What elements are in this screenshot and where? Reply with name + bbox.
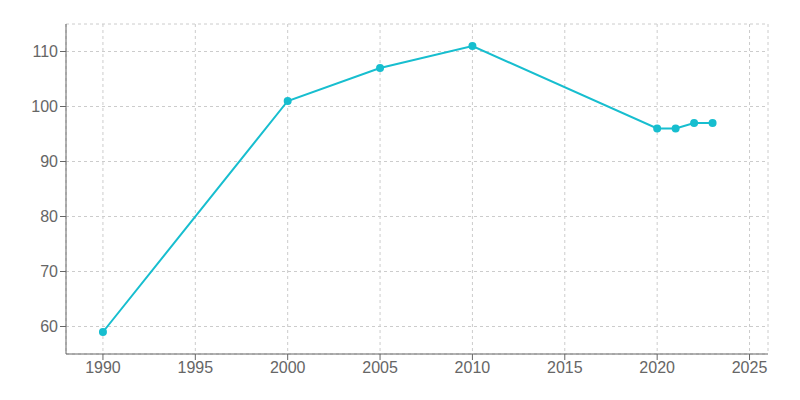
svg-text:2020: 2020 xyxy=(639,359,675,376)
svg-text:2015: 2015 xyxy=(547,359,583,376)
svg-text:110: 110 xyxy=(32,43,58,60)
svg-text:80: 80 xyxy=(40,208,58,225)
svg-text:1995: 1995 xyxy=(178,359,214,376)
svg-text:100: 100 xyxy=(31,98,58,115)
svg-text:2000: 2000 xyxy=(270,359,306,376)
svg-text:60: 60 xyxy=(40,318,58,335)
svg-text:2025: 2025 xyxy=(732,359,768,376)
svg-text:70: 70 xyxy=(40,263,58,280)
svg-text:1990: 1990 xyxy=(85,359,121,376)
svg-text:90: 90 xyxy=(40,153,58,170)
svg-text:2010: 2010 xyxy=(455,359,491,376)
svg-text:2005: 2005 xyxy=(362,359,398,376)
